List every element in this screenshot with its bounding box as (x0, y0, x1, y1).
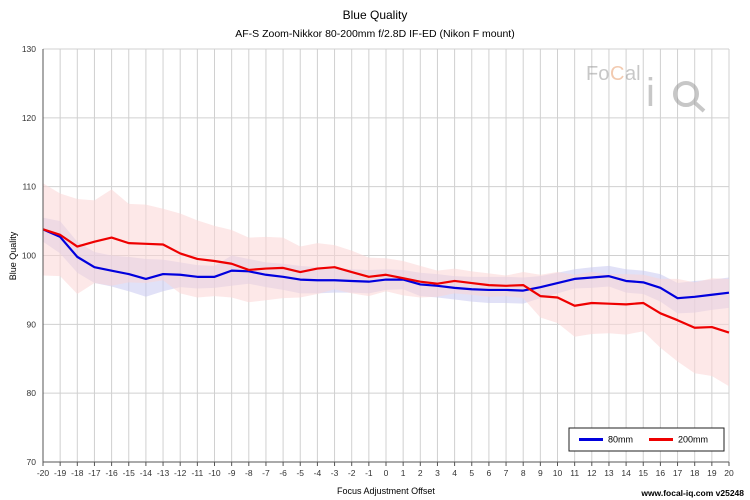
x-tick-label: 7 (504, 468, 509, 478)
y-tick-label: 100 (22, 251, 36, 261)
x-tick-label: 20 (724, 468, 734, 478)
x-tick-label: 4 (452, 468, 457, 478)
x-tick-label: 14 (621, 468, 631, 478)
x-tick-label: -11 (192, 468, 204, 478)
x-tick-label: 19 (707, 468, 717, 478)
x-tick-label: -10 (208, 468, 221, 478)
x-tick-label: 9 (538, 468, 543, 478)
x-tick-label: -2 (348, 468, 356, 478)
legend: 80mm 200mm (568, 427, 725, 452)
x-tick-label: -4 (314, 468, 322, 478)
confidence-bands (43, 183, 729, 387)
y-tick-label: 120 (22, 113, 36, 123)
axes (42, 49, 730, 466)
chart-title: Blue Quality (343, 8, 408, 22)
band-200mm (43, 183, 729, 387)
legend-label-80mm: 80mm (608, 435, 633, 445)
series-line-200mm (42, 228, 730, 334)
x-tick-label: 13 (604, 468, 614, 478)
y-tick-label: 70 (27, 457, 37, 467)
x-tick-label: -6 (279, 468, 287, 478)
x-tick-label: 0 (384, 468, 389, 478)
y-tick-label: 130 (22, 44, 36, 54)
footer-credit: www.focal-iq.com v25248 (640, 488, 744, 498)
x-tick-label: -5 (296, 468, 304, 478)
x-tick-label: 1 (401, 468, 406, 478)
svg-text:Fo: Fo (586, 63, 609, 85)
x-tick-label: 12 (587, 468, 597, 478)
x-tick-label: -9 (228, 468, 236, 478)
legend-box (568, 427, 725, 452)
focal-iq-logo: Fo C al i (586, 63, 706, 115)
x-tick-label: -16 (105, 468, 118, 478)
series-lines (42, 228, 730, 334)
x-tick-label: 8 (521, 468, 526, 478)
series-line-80mm (42, 228, 730, 300)
y-axis-label: Blue Quality (8, 231, 18, 280)
y-tick-label: 90 (27, 319, 37, 329)
x-tick-labels: -20 -19 -18 -17 -16 -15 -14 -13 -12 -11 -10 -9 -8 -7-… (37, 468, 734, 478)
x-tick-label: 5 (469, 468, 474, 478)
legend-label-200mm: 200mm (678, 435, 708, 445)
x-tick-label: 11 (570, 468, 579, 478)
x-tick-label: -3 (331, 468, 339, 478)
y-tick-label: 80 (27, 388, 37, 398)
x-tick-label: -17 (88, 468, 101, 478)
svg-text:al: al (625, 63, 641, 85)
x-tick-label: -19 (54, 468, 67, 478)
x-tick-label: -20 (37, 468, 50, 478)
chart-subtitle: AF-S Zoom-Nikkor 80-200mm f/2.8D IF-ED (… (235, 28, 514, 40)
x-tick-label: -15 (123, 468, 136, 478)
x-tick-label: 17 (673, 468, 683, 478)
x-tick-label: -1 (365, 468, 373, 478)
svg-text:C: C (610, 63, 624, 85)
x-tick-label: 16 (656, 468, 666, 478)
x-tick-label: 6 (487, 468, 492, 478)
x-tick-label: 10 (553, 468, 563, 478)
y-tick-label: 110 (22, 182, 36, 192)
x-tick-label: -7 (262, 468, 270, 478)
x-tick-label: -13 (157, 468, 170, 478)
x-tick-label: -8 (245, 468, 253, 478)
y-tick-labels: 70 80 90 100 110 120 130 (22, 44, 36, 467)
svg-text:i: i (646, 71, 655, 115)
x-axis-label: Focus Adjustment Offset (337, 486, 435, 496)
x-tick-label: 3 (435, 468, 440, 478)
x-tick-label: 15 (639, 468, 649, 478)
x-tick-label: 18 (690, 468, 700, 478)
x-tick-label: -12 (174, 468, 187, 478)
x-tick-label: 2 (418, 468, 423, 478)
x-tick-label: -18 (71, 468, 84, 478)
x-tick-label: -14 (140, 468, 153, 478)
